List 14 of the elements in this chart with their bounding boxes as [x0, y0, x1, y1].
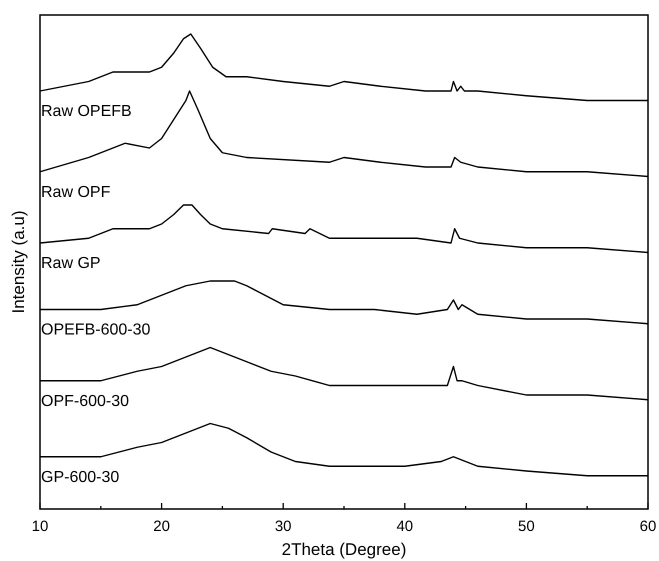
x-tick-label: 40 — [396, 518, 414, 535]
series-label: GP-600-30 — [41, 468, 120, 486]
x-tick-label: 60 — [640, 518, 656, 535]
x-tick-label: 50 — [518, 518, 535, 535]
series-label: Raw OPF — [41, 184, 111, 201]
x-tick-label: 20 — [153, 518, 170, 535]
y-axis-title: Intensity (a.u) — [9, 210, 28, 314]
x-axis-title: 2Theta (Degree) — [282, 540, 406, 559]
series-label: Raw GP — [41, 255, 101, 272]
series-label: OPF-600-30 — [41, 392, 130, 410]
x-tick-label: 10 — [32, 518, 48, 535]
series-label: OPEFB-600-30 — [41, 322, 150, 338]
x-tick-label: 30 — [274, 518, 292, 535]
series-label: Raw OPEFB — [41, 103, 132, 120]
